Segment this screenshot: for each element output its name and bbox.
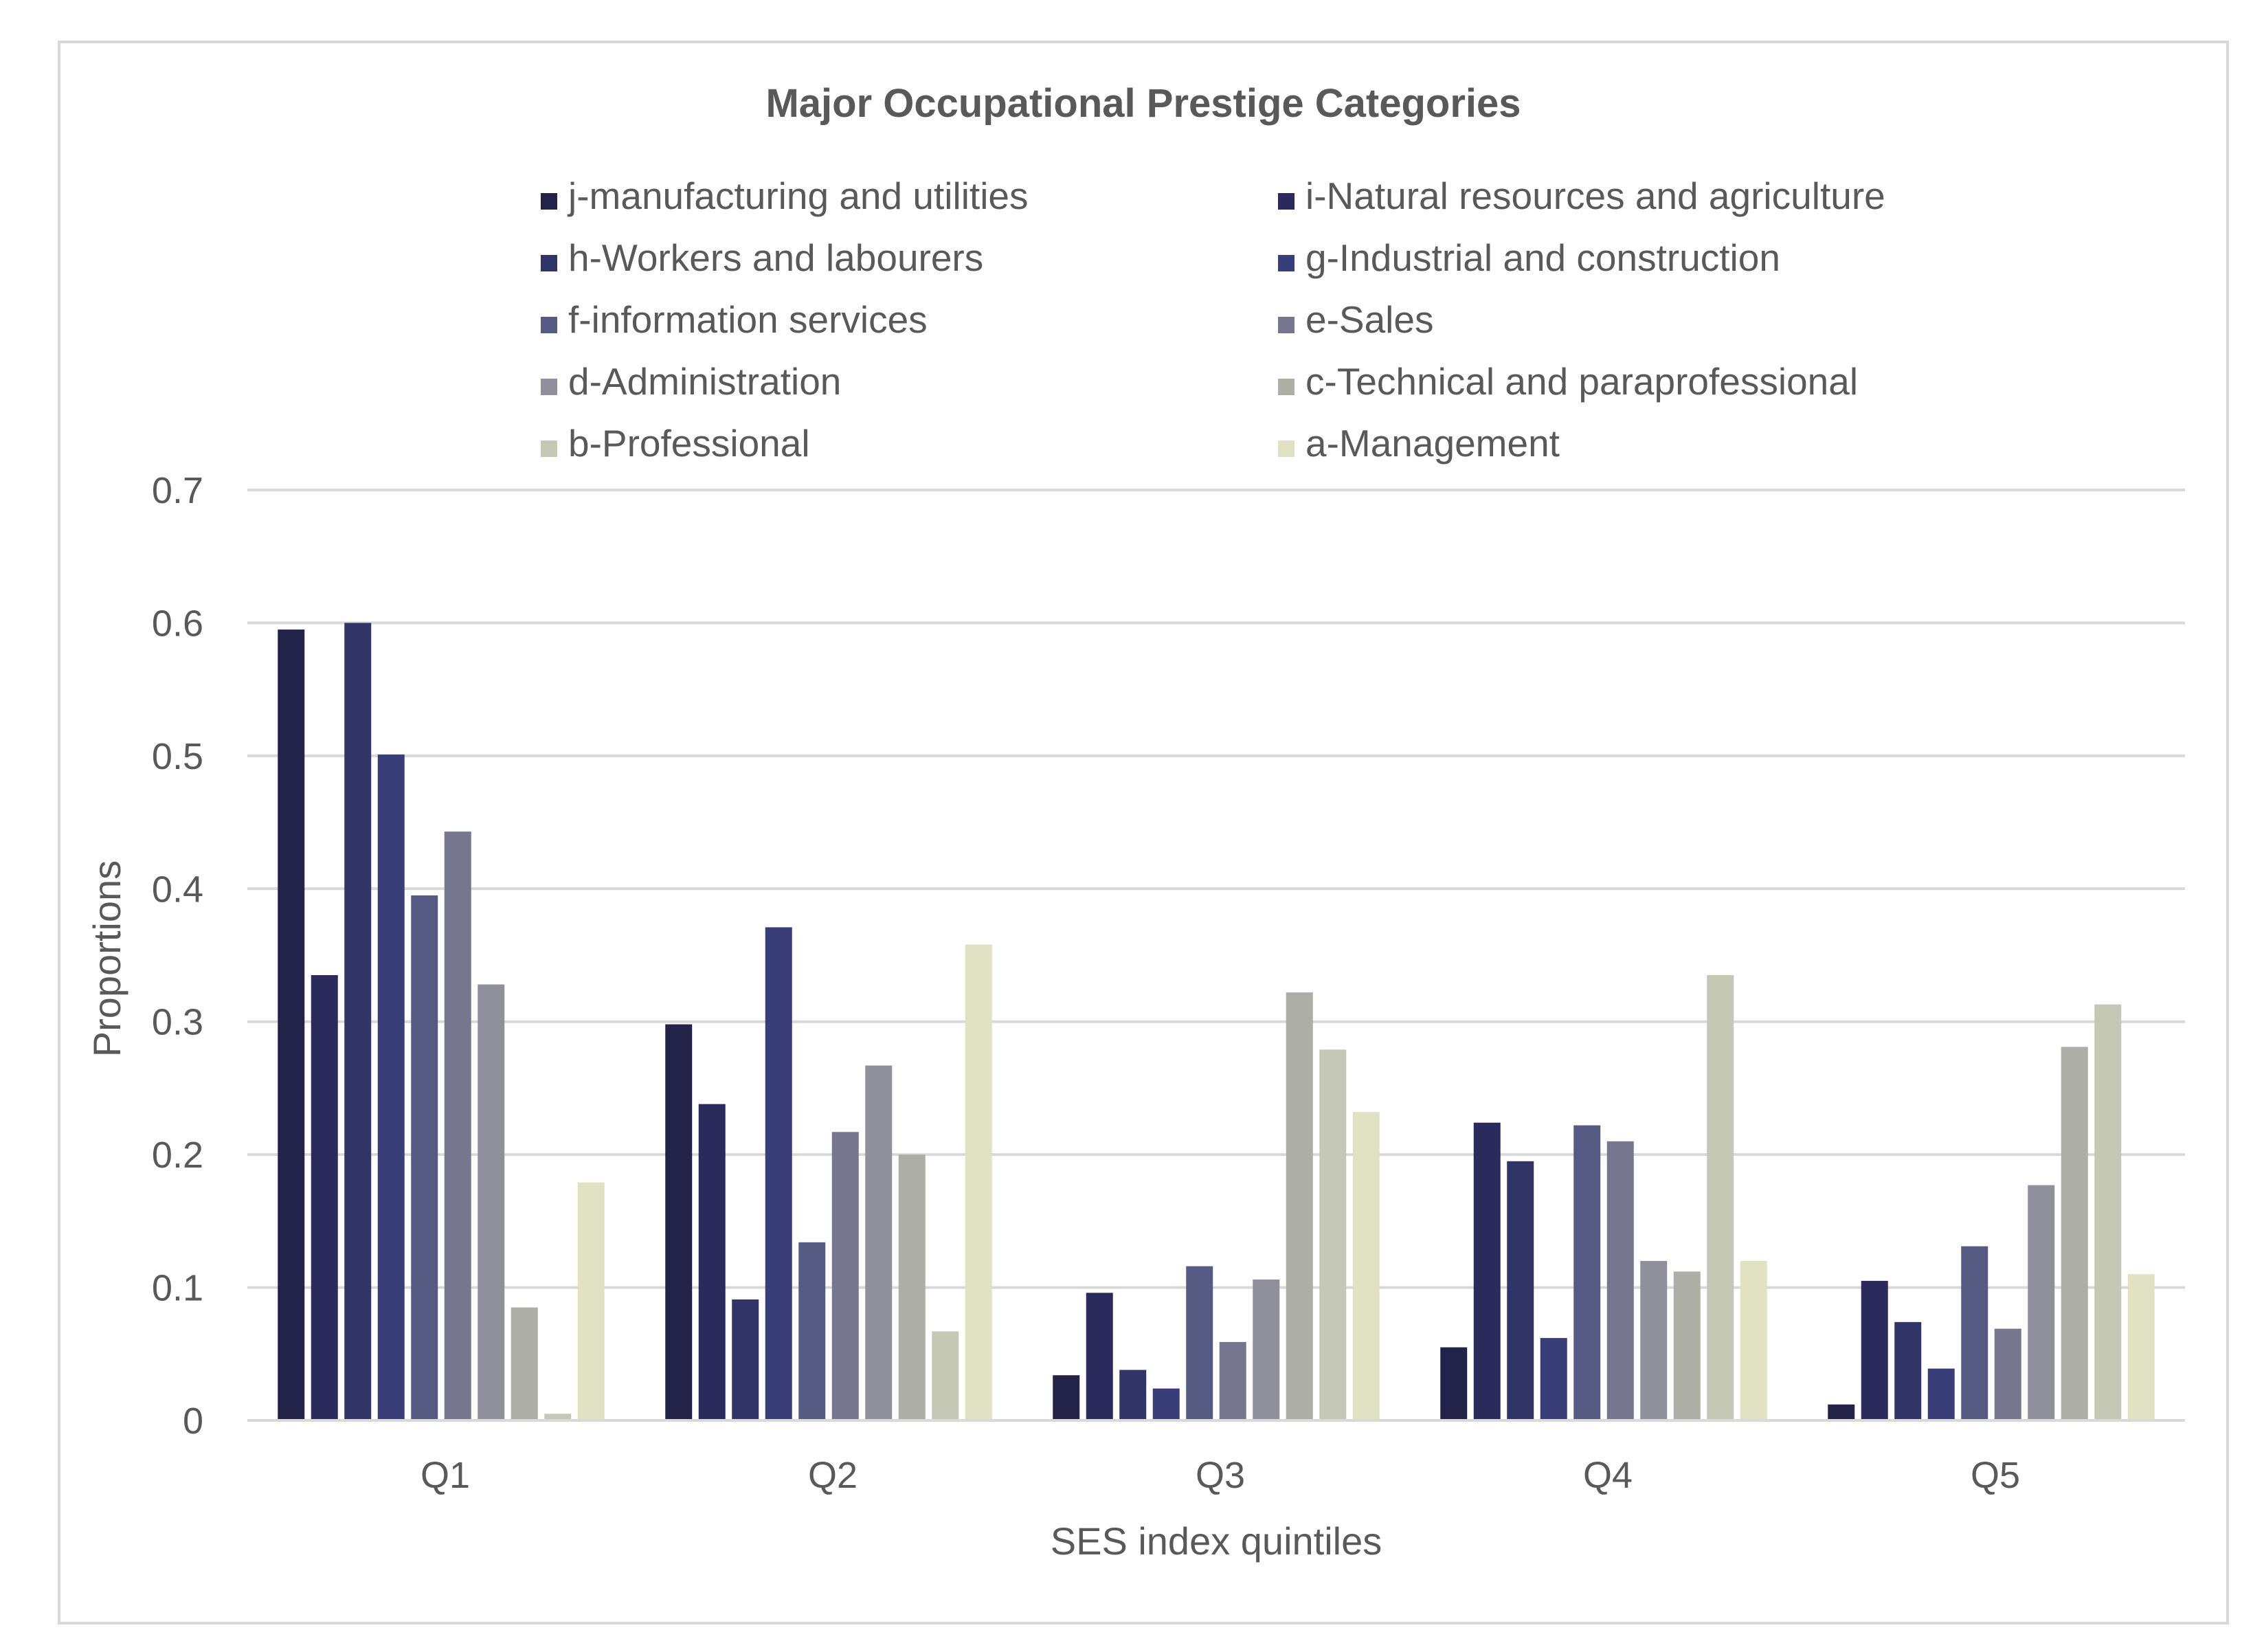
legend-swatch [1278,379,1294,395]
legend-label: g-Industrial and construction [1305,236,1780,279]
bar [1086,1293,1113,1420]
legend-label: c-Technical and paraprofessional [1305,360,1858,403]
bar [1606,1141,1634,1420]
x-tick-label: Q5 [1971,1455,2020,1496]
legend-label: i-Natural resources and agriculture [1305,175,1885,217]
bar [1119,1370,1147,1420]
bar [698,1104,726,1420]
y-axis-title: Proportions [85,860,128,1057]
bar [2061,1047,2088,1420]
bar [478,984,505,1420]
bar [898,1154,926,1420]
bar [1507,1161,1534,1420]
legend-swatch [1278,255,1294,271]
legend-label: a-Management [1305,422,1560,465]
y-tick-label: 0 [183,1400,203,1442]
x-axis-ticks: Q1 Q2 Q3 Q4 Q5 [421,1455,2020,1496]
chart-title: Major Occupational Prestige Categories [765,81,1521,126]
bar [1673,1271,1701,1420]
bar [1961,1246,1988,1420]
bar [1319,1049,1347,1420]
bar [965,944,992,1420]
y-tick-label: 0.6 [152,603,203,644]
bar [577,1182,605,1420]
bar [411,895,438,1420]
bar [2028,1185,2055,1420]
bar [1253,1279,1280,1420]
bars [278,623,2155,1420]
y-tick-label: 0.7 [152,470,203,511]
x-tick-label: Q1 [421,1455,470,1496]
bar [1352,1112,1380,1420]
bar [1053,1375,1080,1420]
bar [1286,992,1313,1420]
x-tick-label: Q2 [808,1455,858,1496]
bar [1927,1368,1955,1420]
y-tick-label: 0.1 [152,1268,203,1309]
y-axis-ticks: 0 0.1 0.2 0.3 0.4 0.5 0.6 0.7 [152,470,203,1442]
bar [798,1242,826,1420]
bar [831,1132,859,1420]
y-tick-label: 0.4 [152,869,203,910]
bar [311,975,338,1420]
legend-swatch [1278,193,1294,210]
bar [278,629,305,1420]
bar [1740,1260,1767,1420]
bar [865,1065,893,1420]
bar [1219,1341,1246,1420]
legend-label: d-Administration [568,360,841,403]
bar [932,1331,959,1420]
bar [1473,1122,1501,1420]
legend-swatch [541,317,557,333]
bar [1828,1404,1855,1420]
bar [444,831,471,1420]
bar [2094,1004,2122,1420]
legend-label: e-Sales [1305,298,1433,341]
bar [1994,1328,2021,1420]
bar [344,623,372,1420]
legend-swatch [541,440,557,457]
bar [2127,1274,2155,1420]
bar [377,754,405,1420]
legend-swatch [1278,440,1294,457]
bar [1894,1321,1922,1420]
legend-label: j-manufacturing and utilities [567,175,1029,217]
bar [511,1307,538,1420]
bar [1540,1338,1567,1420]
legend-swatch [541,379,557,395]
legend-swatch [541,193,557,210]
legend-label: b-Professional [568,422,810,465]
y-tick-label: 0.5 [152,736,203,777]
x-axis-title: SES index quintiles [1051,1519,1382,1563]
legend-label: f-information services [568,298,928,341]
bar [732,1299,759,1420]
gridlines [247,489,2185,1289]
bar [765,927,792,1420]
y-tick-label: 0.3 [152,1002,203,1043]
bar [1861,1280,1888,1420]
x-tick-label: Q4 [1583,1455,1633,1496]
bar [1707,975,1734,1420]
y-tick-label: 0.2 [152,1135,203,1176]
bar [665,1024,693,1420]
bar [1640,1260,1668,1420]
bar [1440,1347,1468,1420]
x-tick-label: Q3 [1196,1455,1245,1496]
bar [1186,1266,1213,1420]
legend: j-manufacturing and utilities i-Natural r… [541,175,1885,465]
legend-swatch [1278,317,1294,333]
legend-swatch [541,255,557,271]
bar [1573,1125,1601,1420]
bar [1152,1388,1180,1420]
bar [544,1414,572,1420]
legend-label: h-Workers and labourers [568,236,983,279]
